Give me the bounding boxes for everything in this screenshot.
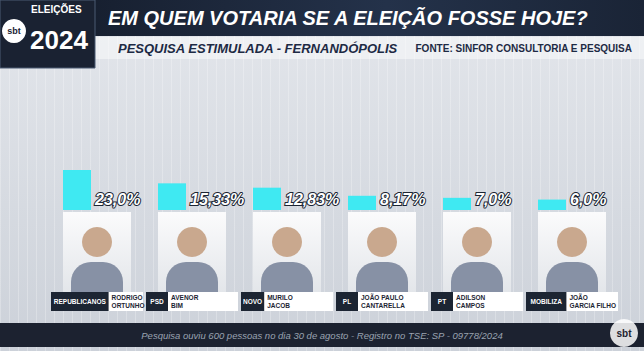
svg-text:CANTARELLA: CANTARELLA bbox=[361, 302, 405, 309]
svg-text:8,17%: 8,17% bbox=[380, 191, 425, 208]
svg-text:ELEIÇÕES: ELEIÇÕES bbox=[31, 3, 82, 15]
svg-text:JOÃO PAULO: JOÃO PAULO bbox=[361, 293, 404, 301]
svg-text:12,83%: 12,83% bbox=[285, 191, 339, 208]
svg-text:JACOB: JACOB bbox=[267, 302, 290, 309]
svg-text:PSD: PSD bbox=[150, 298, 164, 305]
svg-text:sbt: sbt bbox=[7, 26, 21, 36]
svg-text:REPUBLICANOS: REPUBLICANOS bbox=[54, 298, 107, 305]
svg-text:PT: PT bbox=[438, 298, 446, 305]
svg-text:EM QUEM VOTARIA SE A ELEIÇÃO F: EM QUEM VOTARIA SE A ELEIÇÃO FOSSE HOJE? bbox=[108, 7, 588, 29]
svg-text:NOVO: NOVO bbox=[243, 298, 262, 305]
svg-text:MURILO: MURILO bbox=[267, 294, 293, 301]
svg-text:23,0%: 23,0% bbox=[94, 191, 140, 208]
svg-text:AVENOR: AVENOR bbox=[171, 294, 199, 301]
svg-text:GARCIA FILHO: GARCIA FILHO bbox=[569, 302, 616, 309]
svg-text:JOÃO: JOÃO bbox=[569, 293, 587, 301]
svg-text:BIM: BIM bbox=[171, 302, 183, 309]
svg-text:FONTE: SINFOR CONSULTORIA E PE: FONTE: SINFOR CONSULTORIA E PESQUISA bbox=[416, 43, 633, 54]
svg-text:ADILSON: ADILSON bbox=[456, 294, 486, 301]
svg-text:6,0%: 6,0% bbox=[570, 191, 606, 208]
svg-text:MOBILIZA: MOBILIZA bbox=[530, 298, 562, 305]
svg-text:15,33%: 15,33% bbox=[190, 191, 244, 208]
svg-text:7,0%: 7,0% bbox=[475, 191, 511, 208]
svg-text:2024: 2024 bbox=[30, 25, 88, 55]
svg-text:PL: PL bbox=[343, 298, 351, 305]
svg-text:CAMPOS: CAMPOS bbox=[456, 302, 485, 309]
svg-text:Pesquisa ouviu 600 pessoas no: Pesquisa ouviu 600 pessoas no dia 30 de … bbox=[141, 330, 502, 341]
svg-text:PESQUISA ESTIMULADA - FERNANDÓ: PESQUISA ESTIMULADA - FERNANDÓPOLIS bbox=[118, 41, 398, 56]
svg-text:sbt: sbt bbox=[617, 328, 633, 339]
svg-text:RODRIGO: RODRIGO bbox=[112, 294, 143, 301]
svg-text:ORTUNHO: ORTUNHO bbox=[112, 302, 145, 309]
